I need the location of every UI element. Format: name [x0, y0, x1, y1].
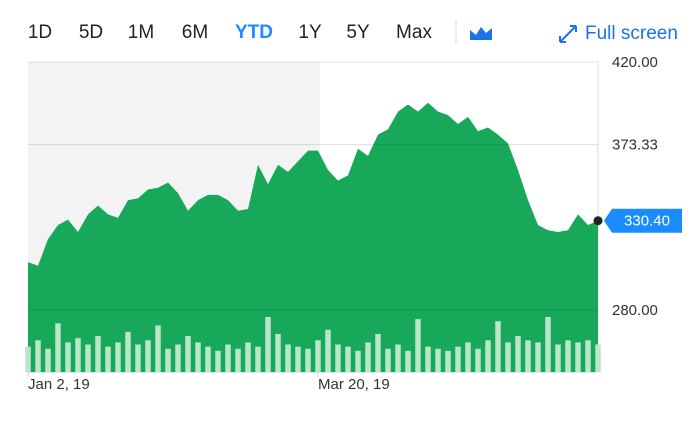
chart-type-icon[interactable]: [455, 20, 492, 44]
full-screen-button[interactable]: Full screen: [559, 23, 678, 44]
volume-bar: [525, 340, 531, 372]
volume-bar: [335, 344, 341, 372]
volume-bar: [575, 342, 581, 372]
volume-bar: [405, 350, 411, 372]
volume-bar: [95, 336, 101, 372]
volume-bar: [135, 344, 141, 372]
volume-bar: [445, 350, 451, 372]
expand-icon: [559, 25, 577, 43]
volume-bar: [205, 346, 211, 372]
volume-bar: [495, 321, 501, 372]
volume-bar: [285, 344, 291, 372]
range-button[interactable]: 1D: [28, 22, 52, 43]
volume-bar: [505, 342, 511, 372]
y-tick-label: 373.33: [612, 137, 658, 154]
volume-bar: [535, 342, 541, 372]
volume-bar: [455, 346, 461, 372]
volume-bar: [395, 344, 401, 372]
price-area: [28, 102, 598, 372]
volume-bar: [355, 350, 361, 372]
toolbar: 1D 5D 1M 6M YTD 1Y 5Y Max: [28, 22, 433, 43]
volume-bar: [105, 346, 111, 372]
y-tick-label: 420.00: [612, 54, 658, 71]
volume-bar: [415, 319, 421, 372]
volume-bar: [165, 348, 171, 372]
volume-bar: [425, 346, 431, 372]
volume-bar: [515, 336, 521, 372]
volume-bar: [25, 346, 31, 372]
volume-bar: [125, 331, 131, 372]
volume-bar: [85, 344, 91, 372]
volume-bar: [465, 342, 471, 372]
area-icon: [470, 27, 492, 40]
volume-bar: [245, 342, 251, 372]
range-button[interactable]: 5Y: [346, 22, 370, 43]
volume-bar: [315, 340, 321, 372]
volume-bar: [545, 317, 551, 372]
volume-bar: [345, 346, 351, 372]
volume-bar: [115, 342, 121, 372]
volume-bar: [35, 340, 41, 372]
x-tick-label: Jan 2, 19: [28, 376, 90, 393]
volume-bar: [65, 342, 71, 372]
volume-bar: [375, 333, 381, 372]
range-button[interactable]: YTD: [235, 22, 273, 43]
volume-bar: [435, 348, 441, 372]
volume-bar: [305, 348, 311, 372]
last-price-label: 330.40: [624, 213, 670, 230]
y-tick-label: 280.00: [612, 302, 658, 319]
volume-bar: [565, 340, 571, 372]
volume-bar: [475, 348, 481, 372]
volume-bar: [195, 342, 201, 372]
last-price-badge: [604, 208, 682, 233]
volume-bar: [365, 342, 371, 372]
volume-bar: [385, 348, 391, 372]
x-tick-label: Mar 20, 19: [318, 376, 390, 393]
volume-bar: [45, 348, 51, 372]
volume-bar: [75, 338, 81, 372]
volume-bar: [235, 348, 241, 372]
volume-bar: [215, 350, 221, 372]
volume-bar: [485, 340, 491, 372]
range-button[interactable]: 5D: [79, 22, 103, 43]
volume-bar: [585, 340, 591, 372]
volume-bar: [295, 346, 301, 372]
volume-bar: [155, 325, 161, 372]
range-button[interactable]: 1Y: [298, 22, 322, 43]
volume-bar: [555, 344, 561, 372]
last-price-dot: [593, 216, 603, 226]
volume-bar: [325, 329, 331, 372]
range-button[interactable]: 6M: [182, 22, 208, 43]
full-screen-label[interactable]: Full screen: [585, 23, 678, 44]
volume-bar: [265, 317, 271, 372]
volume-bar: [55, 323, 61, 372]
volume-bar: [185, 336, 191, 372]
volume-bar: [145, 340, 151, 372]
range-button[interactable]: Max: [396, 22, 432, 43]
volume-bar: [275, 333, 281, 372]
range-button[interactable]: 1M: [128, 22, 154, 43]
volume-bar: [175, 344, 181, 372]
volume-bar: [595, 344, 601, 372]
volume-bar: [225, 344, 231, 372]
volume-bar: [255, 346, 261, 372]
